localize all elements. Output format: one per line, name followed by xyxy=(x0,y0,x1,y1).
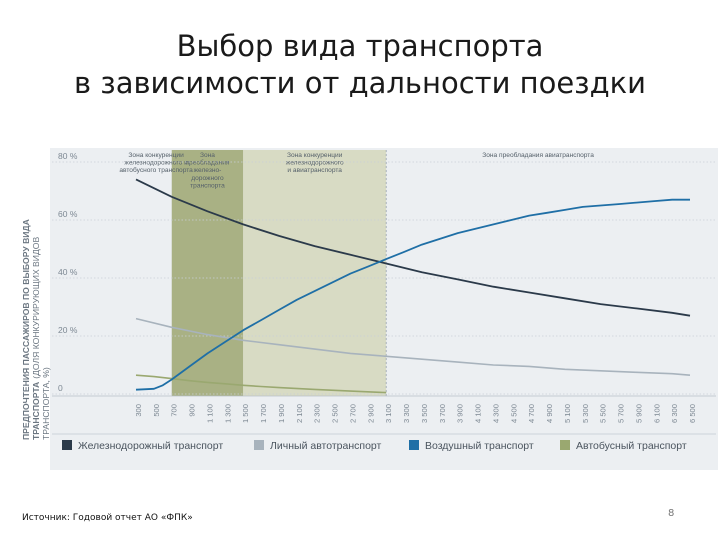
x-tick-label: 500 xyxy=(152,404,161,417)
x-tick-label: 700 xyxy=(170,404,179,417)
x-tick-label: 1 900 xyxy=(277,404,286,423)
series-line-bus xyxy=(135,374,387,394)
series-line-rail xyxy=(135,178,691,317)
zone-band-3 xyxy=(243,150,387,396)
source-note: Источник: Годовой отчет АО «ФПК» xyxy=(22,513,193,523)
legend-swatch-bus xyxy=(560,440,570,450)
x-tick-label: 4 700 xyxy=(527,404,536,423)
x-tick-label: 3 700 xyxy=(438,404,447,423)
x-tick-label: 6 300 xyxy=(670,404,679,423)
y-tick-label: 40 % xyxy=(58,267,78,277)
zone-label-line: Зона конкуренции xyxy=(128,152,184,159)
slide-title: Выбор вида транспорта в зависимости от д… xyxy=(0,28,720,102)
x-tick-label: 3 100 xyxy=(384,404,393,423)
title-line-1: Выбор вида транспорта xyxy=(176,29,544,63)
x-tick-label: 3 500 xyxy=(420,404,429,423)
chart: Зона конкуренции железнодорожного и автобу… xyxy=(0,140,720,470)
y-axis-title-line-1: ПРЕДПОЧТЕНИЯ ПАССАЖИРОВ ПО ВЫБОРУ ВИДА xyxy=(21,219,31,440)
legend-label-bus: Автобусный транспорт xyxy=(576,440,687,452)
legend-swatch-car xyxy=(254,440,264,450)
legend-label-air: Воздушный транспорт xyxy=(425,440,534,452)
y-tick-label: 0 xyxy=(58,383,63,393)
x-tick-label: 5 900 xyxy=(634,404,643,423)
y-axis-title: ПРЕДПОЧТЕНИЯ ПАССАЖИРОВ ПО ВЫБОРУ ВИДАТР… xyxy=(21,219,51,440)
x-tick-label: 2 300 xyxy=(313,404,322,423)
x-tick-label: 1 700 xyxy=(259,404,268,423)
x-tick-label: 4 500 xyxy=(509,404,518,423)
x-tick-label: 5 700 xyxy=(617,404,626,423)
x-tick-label: 5 500 xyxy=(599,404,608,423)
legend-label-rail: Железнодорожный транспорт xyxy=(78,440,223,452)
y-tick-label: 20 % xyxy=(58,325,78,335)
title-line-2: в зависимости от дальности поездки xyxy=(73,66,647,100)
x-tick-label: 1 300 xyxy=(223,404,232,423)
zone-label-line: Зона преобладания авиатранспорта xyxy=(482,151,594,159)
x-tick-label: 900 xyxy=(188,404,197,417)
x-tick-label: 5 300 xyxy=(581,404,590,423)
zone-label-line: Зона конкуренции xyxy=(287,152,343,159)
y-axis-title-line-3: ТРАНСПОРТА, %) xyxy=(41,367,51,440)
x-tick-label: 2 700 xyxy=(348,404,357,423)
zone-label-line: железно- xyxy=(194,167,222,174)
page-number: 8 xyxy=(668,508,675,519)
x-tick-label: 5 100 xyxy=(563,404,572,423)
x-tick-label: 3 300 xyxy=(402,404,411,423)
zone-label-3: Зона конкуренции железнодорожного и авиатр… xyxy=(286,152,344,174)
y-tick-label: 60 % xyxy=(58,209,78,219)
zone-label-line: железнодорожного и xyxy=(124,160,188,167)
x-tick-label: 1 500 xyxy=(241,404,250,423)
zone-label-line: автобусного транспорта xyxy=(119,166,193,174)
x-tick-label: 2 100 xyxy=(295,404,304,423)
x-tick-label: 6 500 xyxy=(688,404,697,423)
zone-label-1: Зона конкуренции железнодорожного и автобу… xyxy=(119,152,193,174)
series-line-air xyxy=(135,198,690,391)
x-tick-label: 4 300 xyxy=(491,404,500,423)
x-tick-label: 4 900 xyxy=(545,404,554,423)
legend-swatch-air xyxy=(409,440,419,450)
zone-label-4: Зона преобладания авиатранспорта xyxy=(482,151,594,159)
zone-label-line: Зона xyxy=(200,152,215,159)
x-tick-label: 2 500 xyxy=(331,404,340,423)
zone-band-2 xyxy=(171,150,244,396)
zone-label-line: и авиатранспорта xyxy=(287,167,342,174)
legend-label-car: Личный автотранспорт xyxy=(270,440,382,452)
zone-label-line: дорожного xyxy=(191,175,224,182)
y-tick-label: 80 % xyxy=(58,151,78,161)
y-axis-title-line-2: ТРАНСПОРТА xyxy=(31,382,41,440)
zone-label-line: преобладания xyxy=(185,159,229,167)
x-tick-label: 300 xyxy=(134,404,143,417)
zone-label-line: транспорта xyxy=(190,182,225,189)
y-axis-title-line-2-light: (ДОЛЯ КОНКУРИРУЮЩИХ ВИДОВ xyxy=(31,237,41,379)
zone-label-line: железнодорожного xyxy=(286,160,344,167)
zone-label-2: Зона преобладания железно-дорожного транспо… xyxy=(185,152,229,189)
x-tick-label: 6 100 xyxy=(652,404,661,423)
x-tick-label: 3 900 xyxy=(456,404,465,423)
x-tick-label: 1 100 xyxy=(205,404,214,423)
x-tick-label: 2 900 xyxy=(366,404,375,423)
chart-svg: Зона конкуренции железнодорожного и автобу… xyxy=(21,148,718,470)
legend-swatch-rail xyxy=(62,440,72,450)
x-tick-label: 4 100 xyxy=(474,404,483,423)
